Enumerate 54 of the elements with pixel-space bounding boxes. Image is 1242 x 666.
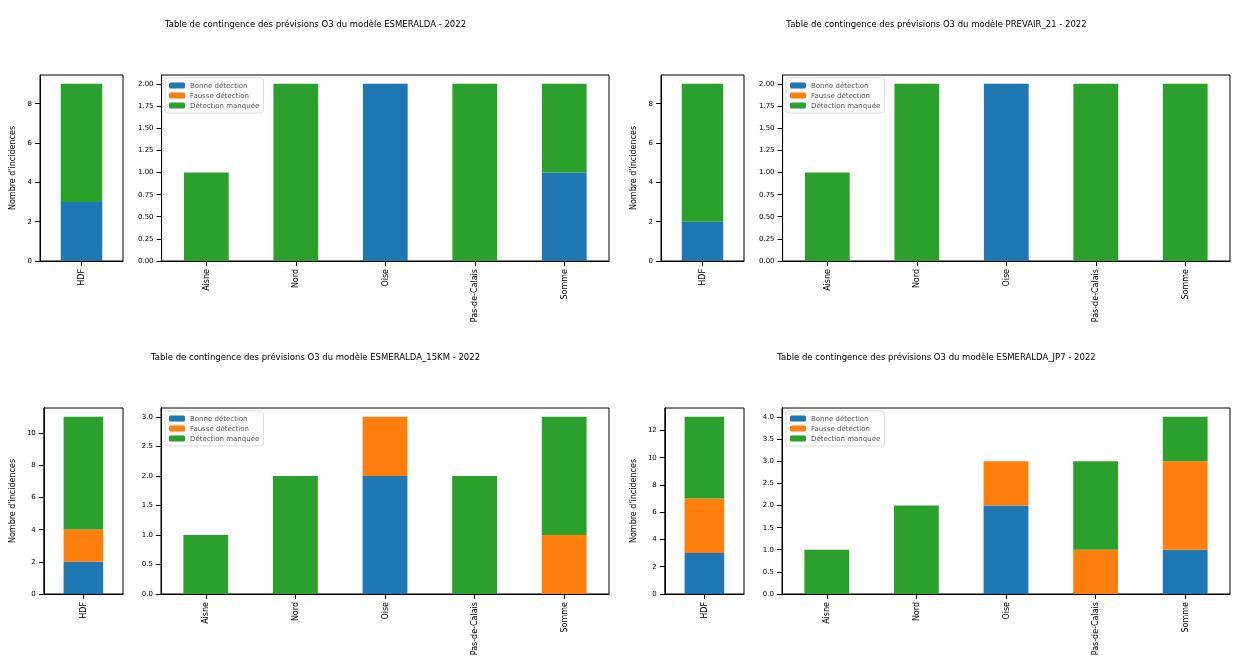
x-tick-label: Somme — [1180, 601, 1190, 633]
bar — [684, 553, 725, 594]
bar — [1073, 549, 1118, 594]
x-tick-label: Aisne — [822, 601, 832, 624]
bar — [63, 416, 104, 530]
bar — [541, 416, 587, 535]
bar — [894, 505, 939, 594]
bar — [452, 475, 497, 594]
bar — [63, 561, 104, 594]
bar — [362, 475, 408, 594]
x-tick-label: Nord — [912, 269, 922, 289]
bar — [1073, 461, 1118, 550]
chart-title: Table de contingence des prévisions O3 du modèle ESMERALDA - 2022 — [163, 18, 467, 29]
x-tick-label: Pas-de-Calais — [1091, 602, 1101, 656]
bar — [1162, 549, 1208, 594]
x-tick-label: Pas-de-Calais — [470, 602, 480, 656]
chart-title: Table de contingence des prévisions O3 du modèle ESMERALDA_15KM - 2022 — [149, 351, 481, 362]
x-tick-label: Nord — [291, 269, 301, 289]
bar — [183, 534, 229, 594]
y-axis-title: Nombre d'incidences — [628, 458, 638, 544]
x-tick-label: Nord — [911, 602, 921, 622]
x-tick-label: Somme — [559, 601, 569, 633]
x-tick-label: Oise — [1001, 601, 1011, 620]
x-tick-label: Oise — [1001, 268, 1011, 287]
x-tick-label: Oise — [380, 601, 390, 620]
y-axis-title: Nombre d'incidences — [7, 458, 17, 544]
bar — [804, 549, 850, 594]
x-tick-label: Pas-de-Calais — [470, 269, 480, 323]
bar — [983, 461, 1029, 506]
bar — [684, 416, 725, 499]
bar — [1162, 416, 1208, 462]
x-tick-label: Somme — [559, 268, 569, 300]
chart-title: Table de contingence des prévisions O3 du modèle PREVAIR_21 - 2022 — [785, 18, 1087, 29]
x-tick-label: HDF — [698, 268, 707, 286]
bar — [684, 498, 725, 554]
y-axis-title: Nombre d'incidences — [628, 125, 638, 211]
chart-title: Table de contingence des prévisions O3 du modèle ESMERALDA_JP7 - 2022 — [776, 351, 1096, 362]
x-tick-label: Aisne — [201, 268, 211, 291]
x-tick-label: Oise — [380, 268, 390, 287]
x-tick-label: HDF — [77, 268, 86, 286]
bar — [362, 416, 408, 476]
bar — [1162, 461, 1208, 550]
x-tick-label: Somme — [1180, 268, 1190, 300]
bar — [63, 529, 104, 562]
x-tick-label: Aisne — [822, 268, 832, 291]
bar — [541, 534, 587, 594]
x-tick-label: Pas-de-Calais — [1091, 269, 1101, 323]
y-axis-title: Nombre d'incidences — [7, 125, 17, 211]
x-tick-label: Aisne — [201, 601, 211, 624]
x-tick-label: HDF — [78, 601, 88, 619]
x-tick-label: Nord — [290, 602, 300, 622]
bar — [273, 475, 318, 594]
x-tick-label: HDF — [699, 601, 709, 619]
bar — [983, 505, 1029, 594]
